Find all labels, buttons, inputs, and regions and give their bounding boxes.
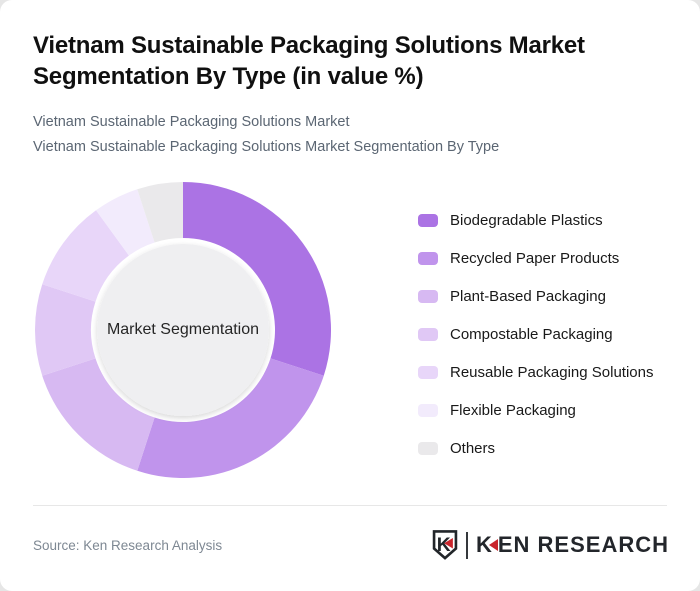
donut-segment-biodegradable-plastics[interactable] <box>183 182 331 376</box>
donut-center-circle <box>97 244 269 416</box>
legend-swatch <box>418 327 438 341</box>
legend-swatch <box>418 251 438 265</box>
legend-label: Recycled Paper Products <box>450 249 620 267</box>
donut-segment-recycled-paper-products[interactable] <box>137 358 324 478</box>
subtitle-line-1: Vietnam Sustainable Packaging Solutions … <box>33 114 350 130</box>
legend-item-flexible-packaging[interactable]: Flexible Packaging <box>418 397 653 423</box>
legend-label: Biodegradable Plastics <box>450 211 603 229</box>
legend-label: Others <box>450 439 496 457</box>
donut-segment-others[interactable] <box>137 182 183 243</box>
title-line-1: Vietnam Sustainable Packaging Solutions … <box>33 32 585 59</box>
donut-svg <box>35 182 331 478</box>
chart-legend: Biodegradable Plastics Recycled Paper Pro… <box>418 207 653 473</box>
legend-label: Flexible Packaging <box>450 401 576 419</box>
legend-item-reusable-packaging-solutions[interactable]: Reusable Packaging Solutions <box>418 359 653 385</box>
legend-item-compostable-packaging[interactable]: Compostable Packaging <box>418 321 653 347</box>
logo-wordmark-first-letter: K <box>475 532 493 557</box>
legend-item-recycled-paper-products[interactable]: Recycled Paper Products <box>418 245 653 271</box>
legend-item-plant-based-packaging[interactable]: Plant-Based Packaging <box>418 283 653 309</box>
logo-wordmark-rest: EN RESEARCH <box>497 532 669 557</box>
logo-red-arrow-icon <box>488 539 498 551</box>
donut-segment-plant-based-packaging[interactable] <box>42 358 155 471</box>
shield-red-arrow-icon <box>444 538 453 549</box>
subtitle-line-2: Vietnam Sustainable Packaging Solutions … <box>33 139 500 155</box>
logo-shield-icon: K <box>432 530 458 560</box>
chart-subtitle: Vietnam Sustainable Packaging Solutions … <box>33 110 499 160</box>
legend-swatch <box>418 365 438 379</box>
source-note: Source: Ken Research Analysis <box>33 538 223 553</box>
donut-segment-flexible-packaging[interactable] <box>96 189 155 256</box>
legend-item-others[interactable]: Others <box>418 435 653 461</box>
donut-segment-compostable-packaging[interactable] <box>35 284 96 376</box>
donut-segment-reusable-packaging-solutions[interactable] <box>42 210 129 302</box>
legend-swatch <box>418 441 438 455</box>
footer-divider <box>33 505 667 506</box>
logo-divider-bar <box>465 531 468 559</box>
legend-swatch <box>418 403 438 417</box>
legend-item-biodegradable-plastics[interactable]: Biodegradable Plastics <box>418 207 653 233</box>
ken-research-logo: K K EN RESEARCH <box>431 527 669 563</box>
shield-letter: K <box>437 535 451 556</box>
shield-outline <box>432 530 458 560</box>
page-title: Vietnam Sustainable Packaging Solutions … <box>33 30 673 92</box>
legend-swatch <box>418 289 438 303</box>
legend-label: Compostable Packaging <box>450 325 613 343</box>
legend-swatch <box>418 213 438 227</box>
donut-chart: Market Segmentation <box>35 182 331 478</box>
title-line-2: Segmentation By Type (in value %) <box>33 63 424 90</box>
logo-wordmark: K EN RESEARCH <box>476 532 669 558</box>
legend-label: Reusable Packaging Solutions <box>450 363 654 381</box>
legend-label: Plant-Based Packaging <box>450 287 606 305</box>
